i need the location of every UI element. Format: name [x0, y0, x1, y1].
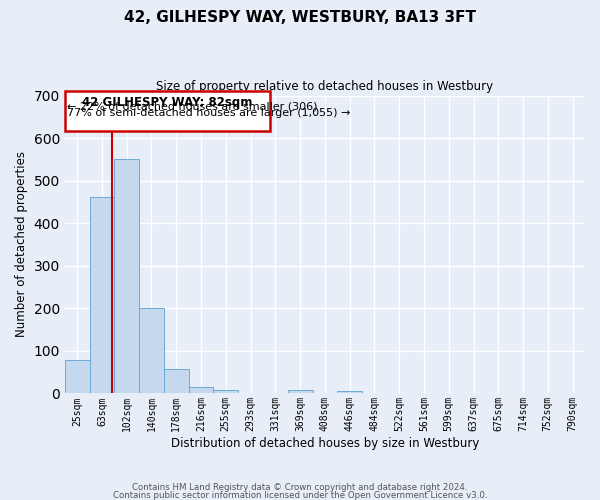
Y-axis label: Number of detached properties: Number of detached properties	[15, 152, 28, 338]
Bar	[288, 390, 313, 394]
Text: Contains HM Land Registry data © Crown copyright and database right 2024.: Contains HM Land Registry data © Crown c…	[132, 484, 468, 492]
Bar	[164, 369, 188, 394]
Bar	[65, 92, 271, 131]
Text: 42, GILHESPY WAY, WESTBURY, BA13 3FT: 42, GILHESPY WAY, WESTBURY, BA13 3FT	[124, 10, 476, 25]
Bar	[214, 390, 238, 394]
Bar	[65, 360, 89, 394]
X-axis label: Distribution of detached houses by size in Westbury: Distribution of detached houses by size …	[171, 437, 479, 450]
Text: 77% of semi-detached houses are larger (1,055) →: 77% of semi-detached houses are larger (…	[67, 108, 350, 118]
Text: 42 GILHESPY WAY: 82sqm: 42 GILHESPY WAY: 82sqm	[82, 96, 253, 108]
Bar	[89, 197, 115, 394]
Text: ← 22% of detached houses are smaller (306): ← 22% of detached houses are smaller (30…	[67, 102, 318, 112]
Bar	[188, 388, 214, 394]
Text: Contains public sector information licensed under the Open Government Licence v3: Contains public sector information licen…	[113, 490, 487, 500]
Bar	[115, 159, 139, 394]
Bar	[337, 392, 362, 394]
Title: Size of property relative to detached houses in Westbury: Size of property relative to detached ho…	[157, 80, 493, 93]
Bar	[139, 308, 164, 394]
